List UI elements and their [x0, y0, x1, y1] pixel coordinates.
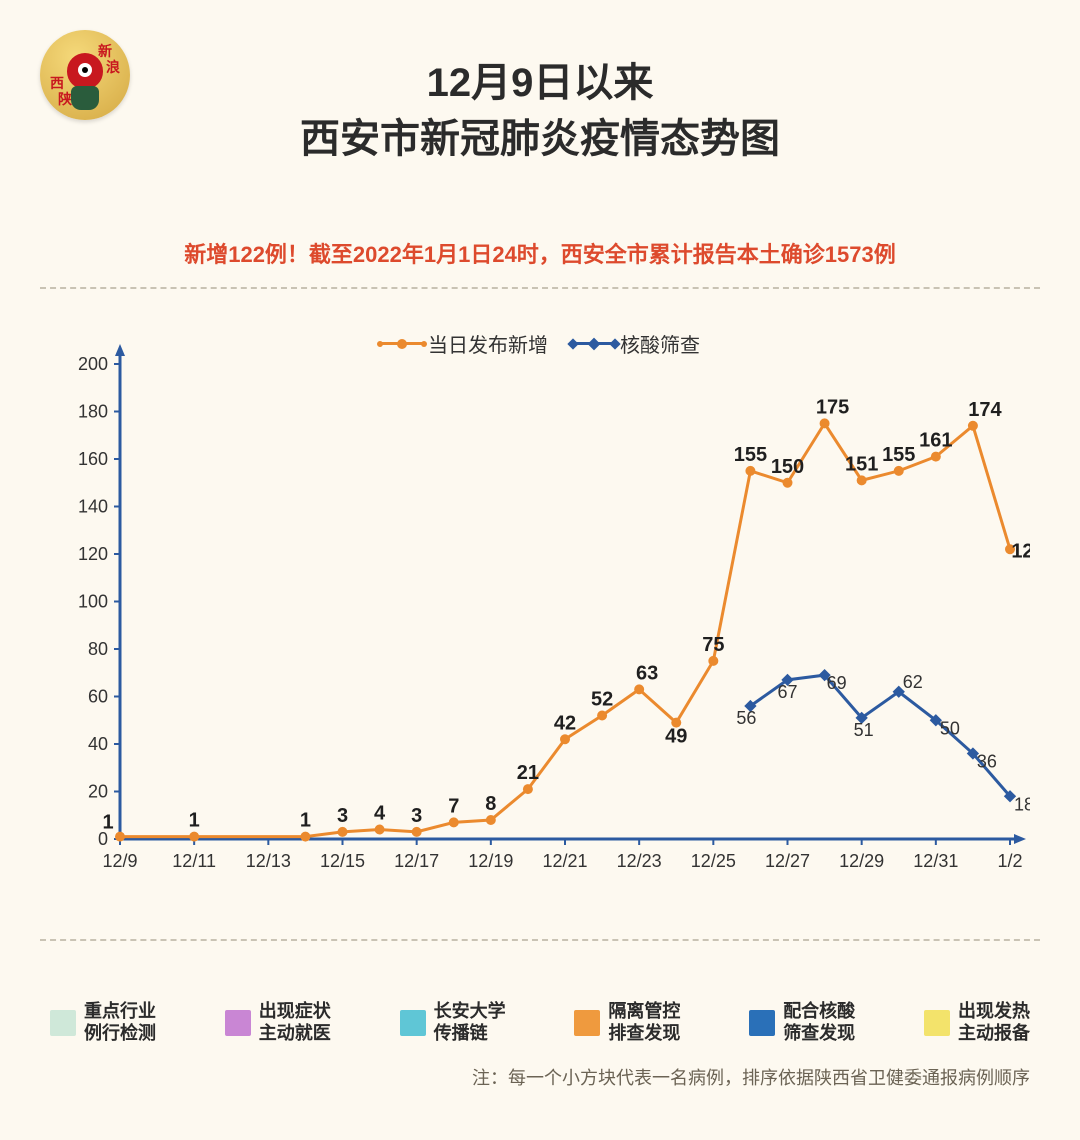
svg-text:1: 1 [189, 810, 200, 832]
category-legend: 重点行业例行检测 出现症状主动就医 长安大学传播链 隔离管控排查发现 配合核酸筛… [0, 1001, 1080, 1044]
trend-chart: 当日发布新增 核酸筛查 0204060801001201401601802001… [50, 329, 1030, 889]
category-item: 长安大学传播链 [400, 1001, 506, 1044]
legend-item-daily-new: 当日发布新增 [380, 329, 548, 358]
legend-label: 当日发布新增 [428, 329, 548, 358]
category-label: 长安大学传播链 [434, 1001, 506, 1044]
svg-text:151: 151 [845, 453, 878, 475]
svg-text:1: 1 [300, 810, 311, 832]
svg-text:50: 50 [940, 718, 960, 738]
title-line-2: 西安市新冠肺炎疫情态势图 [0, 111, 1080, 167]
category-label: 配合核酸筛查发现 [783, 1001, 855, 1044]
svg-text:62: 62 [903, 672, 923, 692]
svg-text:12/13: 12/13 [246, 851, 291, 871]
svg-text:1: 1 [102, 812, 113, 834]
svg-text:120: 120 [78, 544, 108, 564]
svg-text:12/29: 12/29 [839, 851, 884, 871]
svg-text:56: 56 [736, 708, 756, 728]
svg-text:160: 160 [78, 449, 108, 469]
svg-text:42: 42 [554, 712, 576, 734]
logo-char: 西 [50, 76, 64, 90]
chart-legend: 当日发布新增 核酸筛查 [380, 329, 700, 358]
svg-text:7: 7 [448, 795, 459, 817]
svg-text:161: 161 [919, 430, 952, 452]
svg-text:12/23: 12/23 [617, 851, 662, 871]
category-label: 重点行业例行检测 [84, 1001, 156, 1044]
logo-eye-icon [67, 53, 103, 89]
svg-text:40: 40 [88, 734, 108, 754]
swatch-icon [574, 1010, 600, 1036]
chart-svg: 02040608010012014016018020012/912/1112/1… [50, 329, 1030, 889]
category-item: 隔离管控排查发现 [574, 1001, 680, 1044]
svg-text:12/17: 12/17 [394, 851, 439, 871]
svg-text:52: 52 [591, 689, 613, 711]
svg-text:18: 18 [1014, 794, 1030, 814]
svg-text:155: 155 [882, 444, 915, 466]
svg-text:12/21: 12/21 [542, 851, 587, 871]
title-line-1: 12月9日以来 [0, 55, 1080, 111]
logo-char: 新 [98, 44, 112, 58]
svg-text:12/11: 12/11 [172, 851, 216, 871]
svg-text:20: 20 [88, 782, 108, 802]
svg-text:122: 122 [1011, 540, 1030, 562]
svg-text:150: 150 [771, 456, 804, 478]
legend-item-nucleic: 核酸筛查 [572, 329, 700, 358]
svg-text:51: 51 [854, 720, 874, 740]
category-item: 出现发热主动报备 [924, 1001, 1030, 1044]
svg-text:12/25: 12/25 [691, 851, 736, 871]
category-label: 出现症状主动就医 [259, 1001, 331, 1044]
svg-text:3: 3 [411, 805, 422, 827]
svg-text:4: 4 [374, 803, 386, 825]
svg-text:60: 60 [88, 687, 108, 707]
svg-text:8: 8 [485, 793, 496, 815]
svg-text:155: 155 [734, 444, 767, 466]
swatch-icon [400, 1010, 426, 1036]
brand-logo: 新 浪 陕 西 [40, 30, 130, 120]
category-label: 出现发热主动报备 [958, 1001, 1030, 1044]
svg-text:1/2: 1/2 [997, 851, 1022, 871]
svg-text:180: 180 [78, 402, 108, 422]
svg-text:49: 49 [665, 726, 687, 748]
swatch-icon [225, 1010, 251, 1036]
swatch-icon [50, 1010, 76, 1036]
subtitle: 新增122例！截至2022年1月1日24时，西安全市累计报告本土确诊1573例 [0, 237, 1080, 269]
logo-char: 陕 [58, 92, 72, 106]
svg-text:69: 69 [827, 673, 847, 693]
svg-text:200: 200 [78, 354, 108, 374]
category-item: 出现症状主动就医 [225, 1001, 331, 1044]
svg-text:175: 175 [816, 396, 849, 418]
svg-text:12/27: 12/27 [765, 851, 810, 871]
category-item: 配合核酸筛查发现 [749, 1001, 855, 1044]
svg-text:63: 63 [636, 662, 658, 684]
svg-text:3: 3 [337, 805, 348, 827]
svg-text:12/19: 12/19 [468, 851, 513, 871]
svg-text:21: 21 [517, 762, 539, 784]
divider [40, 287, 1040, 289]
svg-text:75: 75 [702, 634, 724, 656]
svg-text:67: 67 [777, 682, 797, 702]
legend-label: 核酸筛查 [620, 329, 700, 358]
swatch-icon [924, 1010, 950, 1036]
logo-body-icon [71, 86, 99, 110]
footnote: 注：每一个小方块代表一名病例，排序依据陕西省卫健委通报病例顺序 [0, 1044, 1080, 1090]
svg-text:12/15: 12/15 [320, 851, 365, 871]
svg-text:12/9: 12/9 [102, 851, 137, 871]
category-item: 重点行业例行检测 [50, 1001, 156, 1044]
page-title: 12月9日以来 西安市新冠肺炎疫情态势图 [0, 0, 1080, 167]
svg-text:12/31: 12/31 [913, 851, 958, 871]
swatch-icon [749, 1010, 775, 1036]
divider [40, 939, 1040, 941]
svg-text:80: 80 [88, 639, 108, 659]
svg-text:140: 140 [78, 497, 108, 517]
category-label: 隔离管控排查发现 [608, 1001, 680, 1044]
svg-text:36: 36 [977, 752, 997, 772]
logo-char: 浪 [106, 60, 120, 74]
svg-text:100: 100 [78, 592, 108, 612]
svg-text:174: 174 [968, 399, 1002, 421]
